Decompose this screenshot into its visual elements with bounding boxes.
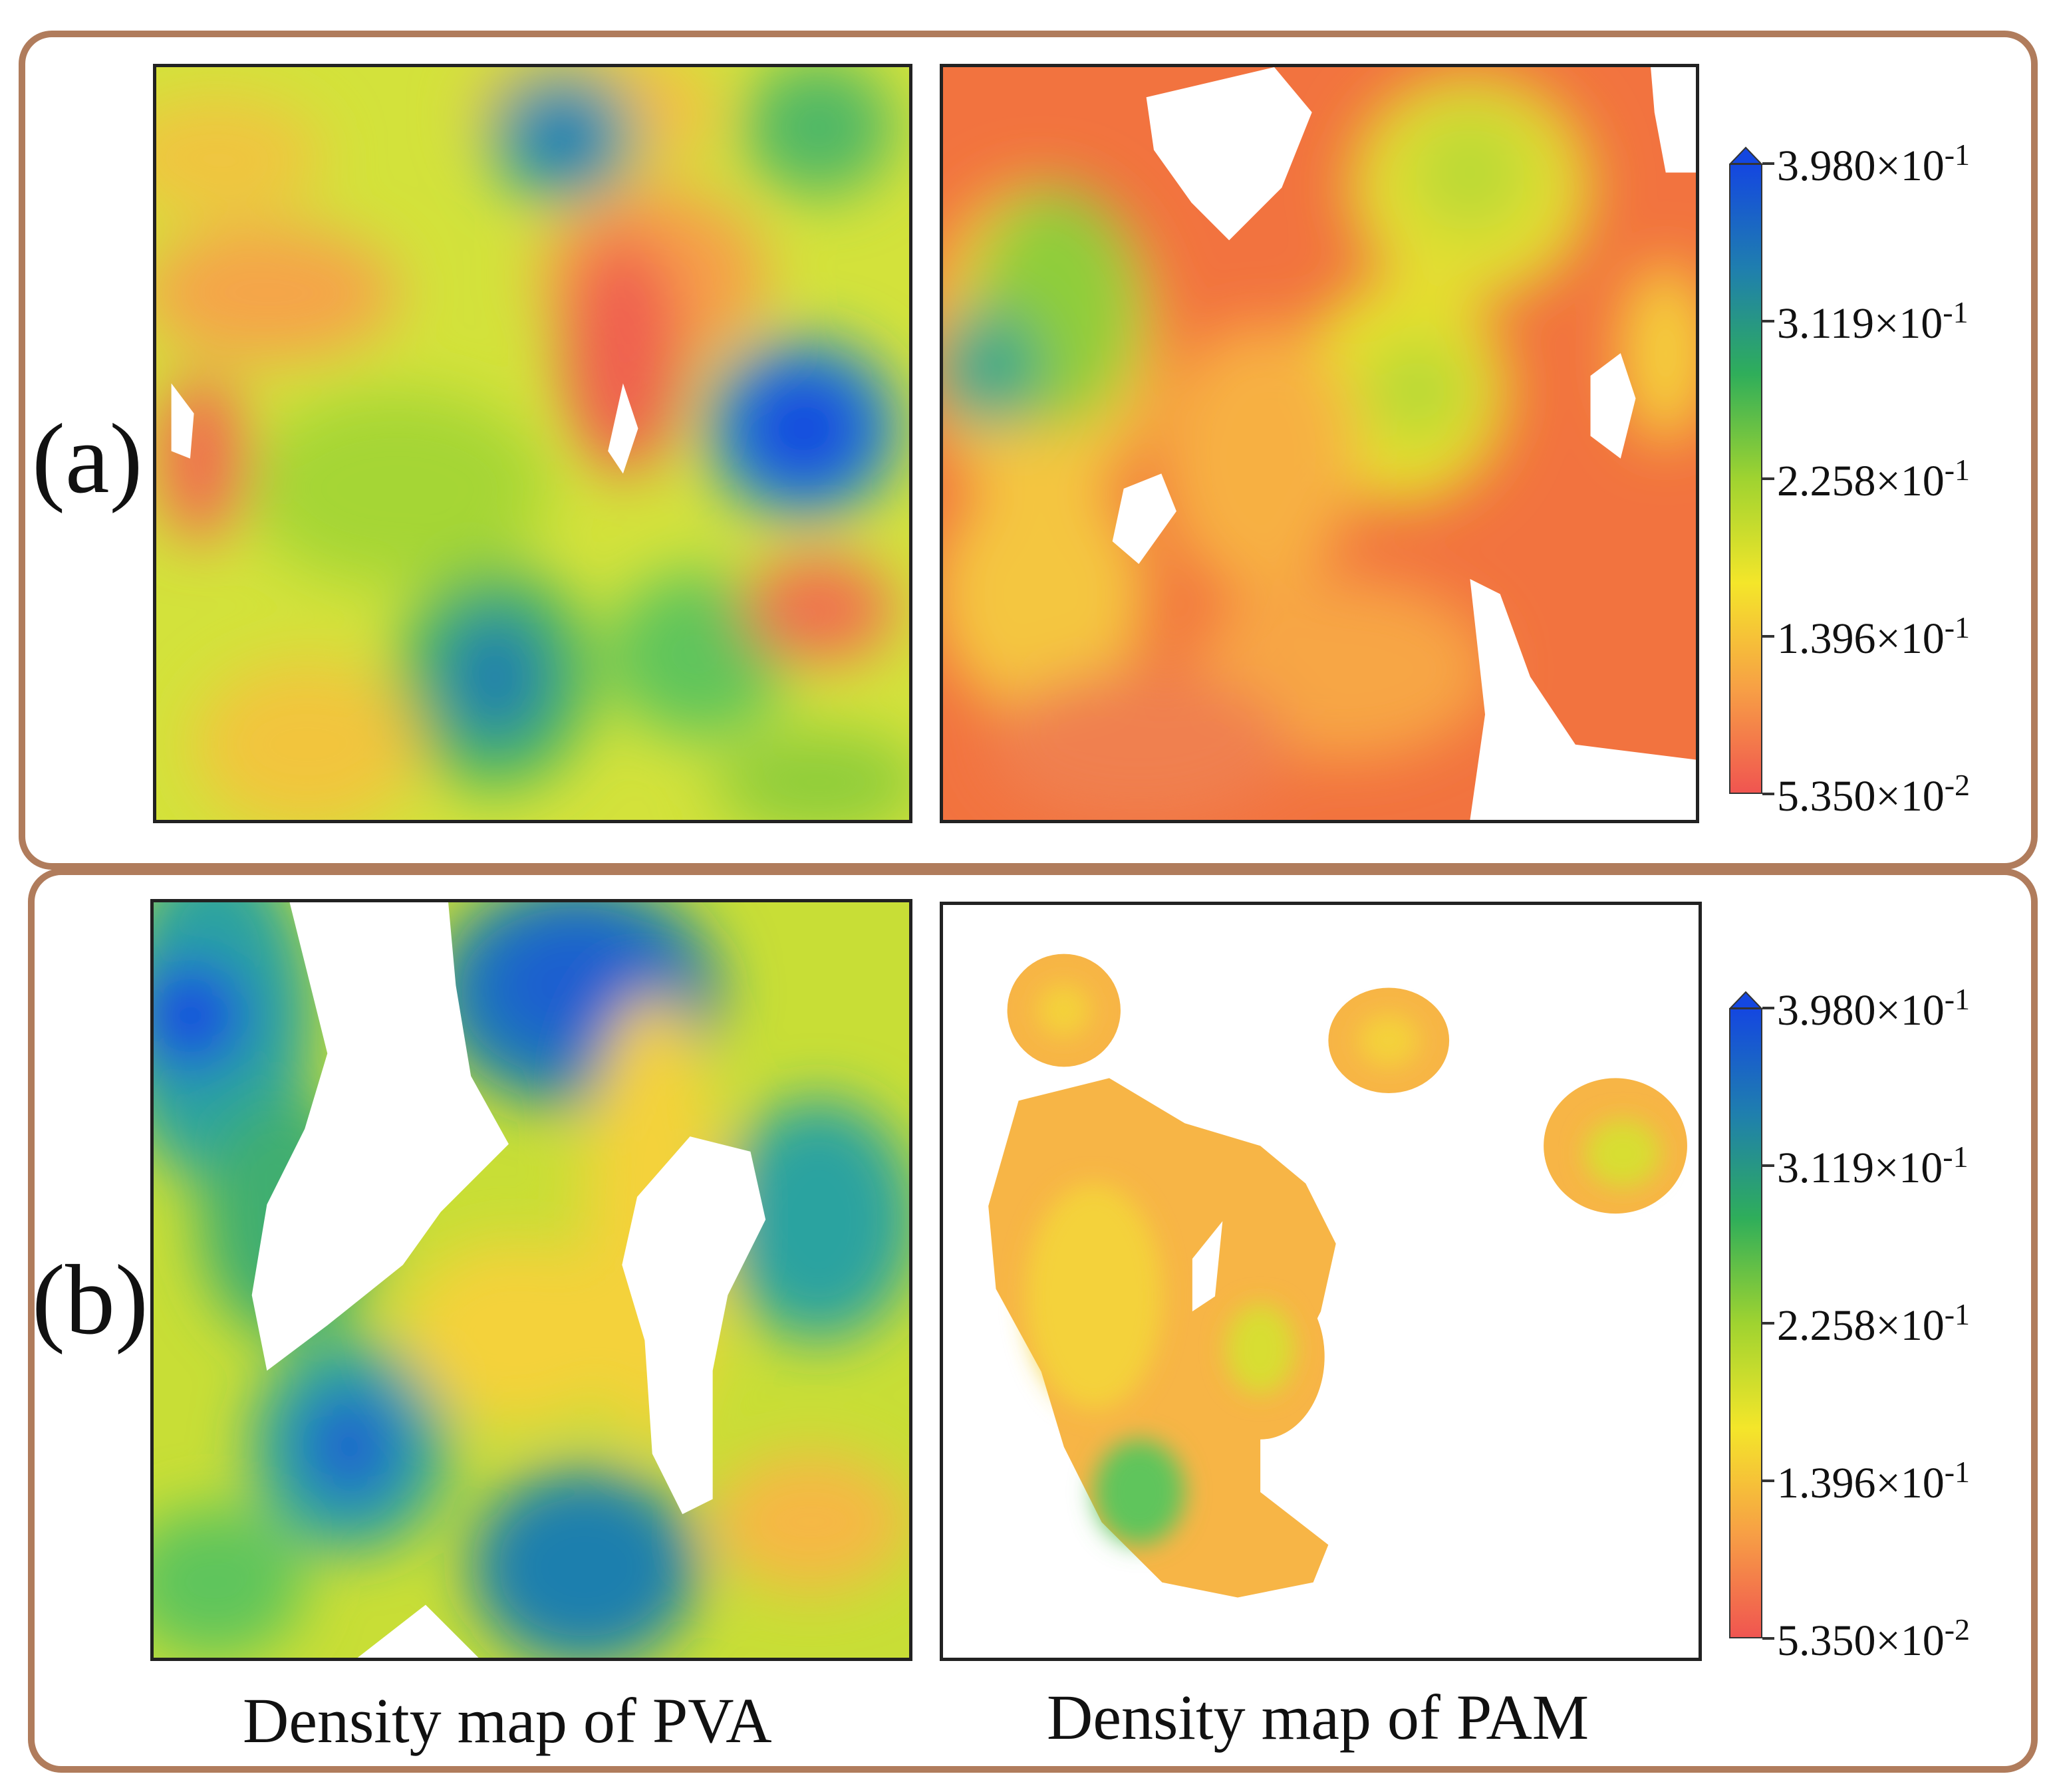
colorbar-b-tick-label-4: 5.350×10-2 xyxy=(1777,1612,1971,1665)
colorbar-a: 3.980×10-1 3.119×10-1 2.258×10-1 1.396×10-1… xyxy=(1729,140,2048,825)
panel-a-frame xyxy=(19,31,2038,870)
panel-a-label: (a) xyxy=(32,404,143,514)
density-map-pam-a xyxy=(940,64,1699,823)
colorbar-a-top-arrow xyxy=(1729,146,1762,164)
panel-b-frame xyxy=(28,868,2038,1773)
colorbar-b-tick-mark-2 xyxy=(1762,1321,1774,1325)
density-map-pva-a xyxy=(153,64,912,823)
caption-pva: Density map of PVA xyxy=(243,1685,772,1756)
caption-pam: Density map of PAM xyxy=(1047,1682,1589,1753)
colorbar-a-tick-mark-1 xyxy=(1762,319,1774,322)
colorbar-b-tick-label-1: 3.119×10-1 xyxy=(1777,1139,1969,1192)
colorbar-a-tick-mark-2 xyxy=(1762,477,1774,480)
panel-b-label: (b) xyxy=(32,1245,148,1355)
colorbar-b-tick-mark-3 xyxy=(1762,1479,1774,1483)
colorbar-a-gradient xyxy=(1729,164,1762,794)
colorbar-b-tick-label-2: 2.258×10-1 xyxy=(1777,1297,1971,1350)
colorbar-a-tick-label-4: 5.350×10-2 xyxy=(1777,768,1971,821)
colorbar-a-tick-mark-4 xyxy=(1762,793,1774,795)
colorbar-a-tick-label-3: 1.396×10-1 xyxy=(1777,610,1971,664)
density-map-pam-b xyxy=(940,902,1702,1661)
colorbar-a-tick-label-1: 3.119×10-1 xyxy=(1777,295,1969,348)
colorbar-b-tick-mark-4 xyxy=(1762,1637,1774,1640)
colorbar-a-tick-mark-0 xyxy=(1762,162,1774,165)
colorbar-b: 3.980×10-1 3.119×10-1 2.258×10-1 1.396×10-1… xyxy=(1729,984,2048,1669)
colorbar-b-top-arrow xyxy=(1729,991,1762,1009)
colorbar-a-tick-label-0: 3.980×10-1 xyxy=(1777,138,1971,190)
colorbar-a-tick-label-2: 2.258×10-1 xyxy=(1777,452,1971,505)
colorbar-b-tick-mark-0 xyxy=(1762,1007,1774,1009)
colorbar-b-tick-mark-1 xyxy=(1762,1164,1774,1167)
density-map-pva-b xyxy=(150,899,912,1661)
colorbar-b-tick-label-3: 1.396×10-1 xyxy=(1777,1455,1971,1508)
colorbar-b-gradient xyxy=(1729,1008,1762,1638)
colorbar-b-tick-label-0: 3.980×10-1 xyxy=(1777,982,1971,1035)
colorbar-a-tick-mark-3 xyxy=(1762,635,1774,638)
